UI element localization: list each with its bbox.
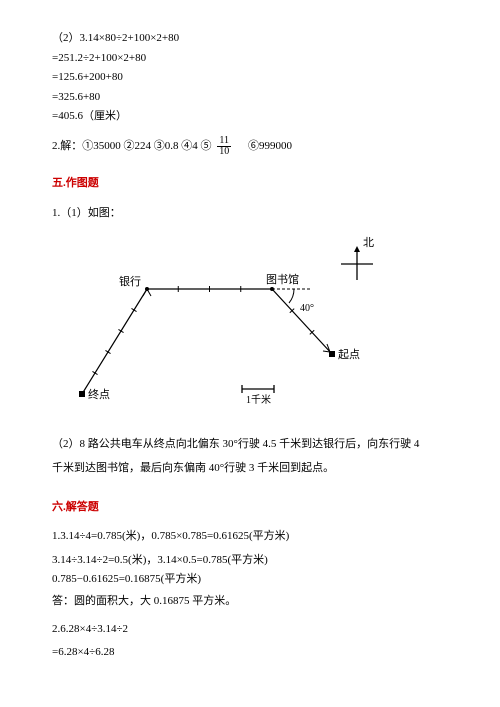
calc-line-5: =405.6（厘米）	[52, 108, 448, 126]
calc-block: （2）3.14×80÷2+100×2+80 =251.2÷2+100×2+80 …	[52, 30, 448, 126]
svg-text:1千米: 1千米	[246, 393, 271, 406]
q6-2: 2.6.28×4÷3.14÷2 =6.28×4÷6.28	[52, 621, 448, 662]
calc-line-1: （2）3.14×80÷2+100×2+80	[52, 30, 448, 48]
q6-1-l3: 0.785−0.61625=0.16875(平方米)	[52, 571, 448, 589]
q6-1-ans: 答：圆的面积大，大 0.16875 平方米。	[52, 593, 448, 611]
fraction-denominator: 10	[217, 147, 231, 157]
section5-title: 五.作图题	[52, 175, 448, 193]
section5-item2: （2）8 路公共电车从终点向北偏东 30°行驶 4.5 千米到达银行后，向东行驶…	[52, 432, 448, 480]
svg-text:起点: 起点	[338, 348, 360, 361]
svg-text:图书馆: 图书馆	[266, 272, 299, 286]
q2-prefix: 2.解：①35000 ②224 ③0.8 ④4 ⑤	[52, 140, 212, 152]
q6-1: 1.3.14÷4=0.785(米)，0.785×0.785=0.61625(平方…	[52, 528, 448, 610]
calc-line-4: =325.6+80	[52, 89, 448, 107]
q6-1-l2: 3.14÷3.14÷2=0.5(米)，3.14×0.5=0.785(平方米)	[52, 552, 448, 570]
q6-2-l2: =6.28×4÷6.28	[52, 644, 448, 662]
svg-text:银行: 银行	[119, 274, 141, 288]
q6-2-l1: 2.6.28×4÷3.14÷2	[52, 621, 448, 639]
diagram-container: 40° 银行 图书馆起点终点 北 1千米	[52, 234, 448, 414]
calc-line-2: =251.2÷2+100×2+80	[52, 50, 448, 68]
section5-item1: 1.（1）如图：	[52, 205, 448, 223]
item2-line-a: （2）8 路公共电车从终点向北偏东 30°行驶 4.5 千米到达银行后，向东行驶…	[52, 432, 448, 456]
svg-text:40°: 40°	[300, 303, 314, 314]
section6-title: 六.解答题	[52, 499, 448, 517]
q2-fraction: 11 10	[217, 136, 231, 157]
item2-line-b: 千米到达图书馆，最后向东偏南 40°行驶 3 千米回到起点。	[52, 456, 448, 480]
q6-1-l1: 1.3.14÷4=0.785(米)，0.785×0.785=0.61625(平方…	[52, 528, 448, 546]
q2-suffix: ⑥999000	[237, 140, 292, 152]
svg-text:北: 北	[363, 236, 374, 249]
svg-text:终点: 终点	[88, 387, 110, 401]
calc-line-3: =125.6+200+80	[52, 69, 448, 87]
route-diagram: 40° 银行 图书馆起点终点 北 1千米	[52, 234, 412, 414]
q2-line: 2.解：①35000 ②224 ③0.8 ④4 ⑤ 11 10 ⑥999000	[52, 136, 448, 157]
